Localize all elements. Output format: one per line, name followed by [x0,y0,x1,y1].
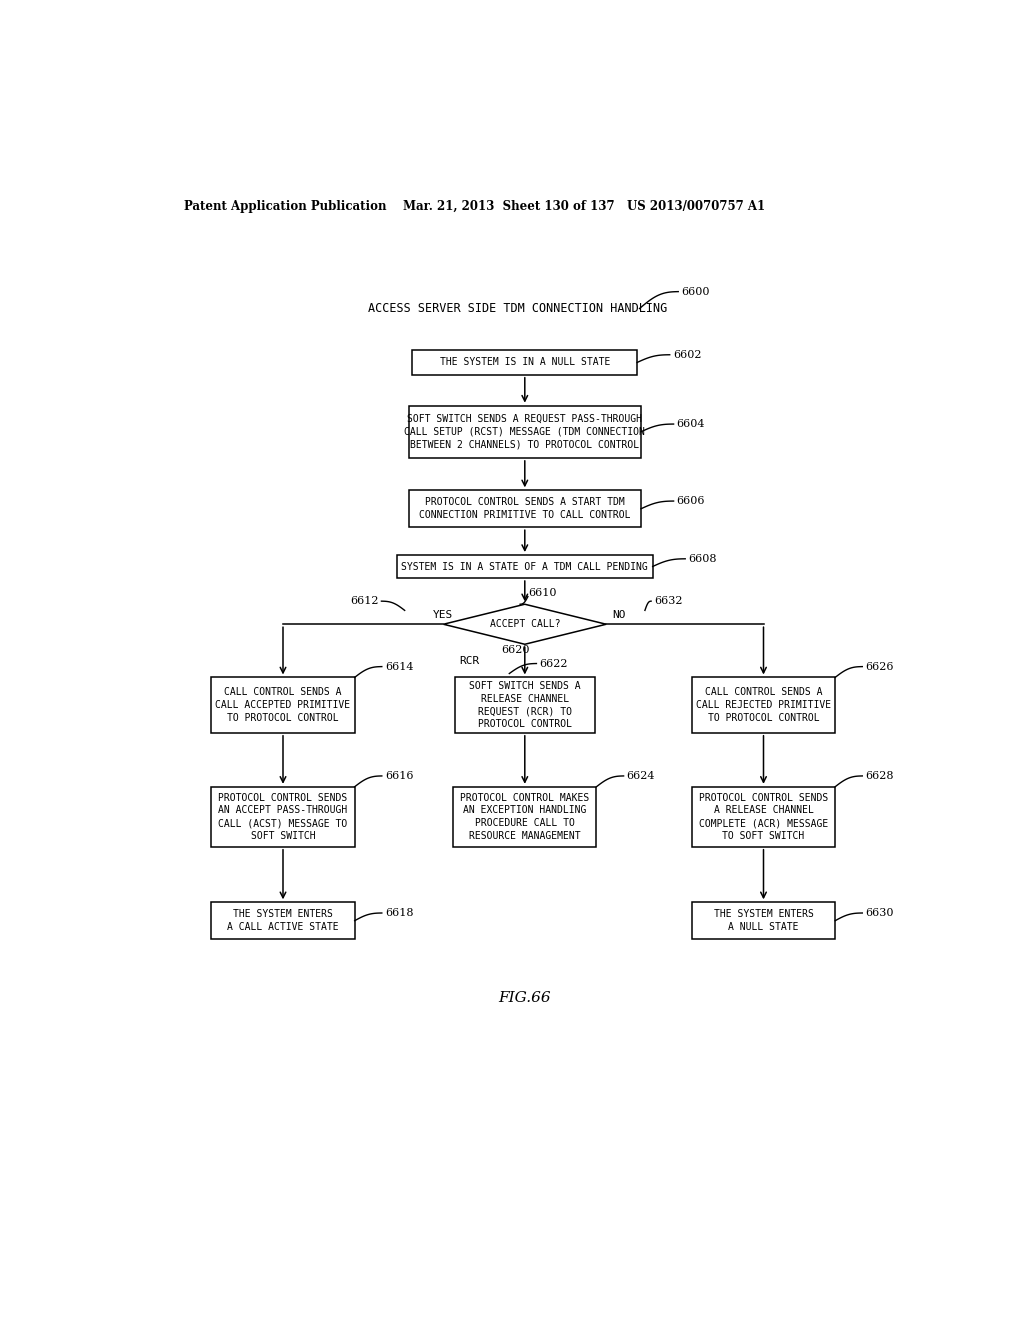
Text: 6602: 6602 [673,350,701,360]
Text: 6632: 6632 [654,597,683,606]
Text: 6630: 6630 [865,908,894,917]
Text: PROTOCOL CONTROL MAKES
AN EXCEPTION HANDLING
PROCEDURE CALL TO
RESOURCE MANAGEME: PROTOCOL CONTROL MAKES AN EXCEPTION HAND… [460,792,590,841]
Text: SOFT SWITCH SENDS A REQUEST PASS-THROUGH
CALL SETUP (RCST) MESSAGE (TDM CONNECTI: SOFT SWITCH SENDS A REQUEST PASS-THROUGH… [404,414,645,450]
Text: 6622: 6622 [540,659,568,668]
Text: 6606: 6606 [677,496,706,506]
Text: PROTOCOL CONTROL SENDS A START TDM
CONNECTION PRIMITIVE TO CALL CONTROL: PROTOCOL CONTROL SENDS A START TDM CONNE… [419,498,631,520]
Text: 6628: 6628 [865,771,894,781]
FancyBboxPatch shape [453,787,597,847]
FancyBboxPatch shape [409,490,641,527]
Text: SYSTEM IS IN A STATE OF A TDM CALL PENDING: SYSTEM IS IN A STATE OF A TDM CALL PENDI… [401,561,648,572]
Text: ACCESS SERVER SIDE TDM CONNECTION HANDLING: ACCESS SERVER SIDE TDM CONNECTION HANDLI… [369,302,668,315]
Text: THE SYSTEM ENTERS
A NULL STATE: THE SYSTEM ENTERS A NULL STATE [714,909,813,932]
FancyBboxPatch shape [409,405,641,458]
Text: 6604: 6604 [677,418,706,429]
Text: FIG.66: FIG.66 [499,991,551,1005]
FancyBboxPatch shape [692,787,836,847]
Text: 6610: 6610 [528,589,556,598]
Text: SOFT SWITCH SENDS A
RELEASE CHANNEL
REQUEST (RCR) TO
PROTOCOL CONTROL: SOFT SWITCH SENDS A RELEASE CHANNEL REQU… [469,681,581,729]
Text: 6616: 6616 [385,771,414,781]
Text: 6624: 6624 [627,771,655,781]
Text: PROTOCOL CONTROL SENDS
AN ACCEPT PASS-THROUGH
CALL (ACST) MESSAGE TO
SOFT SWITCH: PROTOCOL CONTROL SENDS AN ACCEPT PASS-TH… [218,792,347,841]
FancyBboxPatch shape [211,677,354,733]
Text: NO: NO [612,610,626,620]
Text: Patent Application Publication    Mar. 21, 2013  Sheet 130 of 137   US 2013/0070: Patent Application Publication Mar. 21, … [183,199,765,213]
FancyBboxPatch shape [455,677,595,733]
FancyBboxPatch shape [413,350,637,375]
Text: YES: YES [432,610,453,620]
Text: PROTOCOL CONTROL SENDS
A RELEASE CHANNEL
COMPLETE (ACR) MESSAGE
TO SOFT SWITCH: PROTOCOL CONTROL SENDS A RELEASE CHANNEL… [698,792,828,841]
Text: 6600: 6600 [681,286,710,297]
Text: 6618: 6618 [385,908,414,917]
Text: 6626: 6626 [865,661,894,672]
FancyBboxPatch shape [692,677,836,733]
FancyBboxPatch shape [211,787,354,847]
Text: THE SYSTEM IS IN A NULL STATE: THE SYSTEM IS IN A NULL STATE [439,358,610,367]
FancyBboxPatch shape [397,554,652,578]
FancyBboxPatch shape [211,903,354,940]
Polygon shape [443,605,606,644]
Text: ACCEPT CALL?: ACCEPT CALL? [489,619,560,630]
Text: 6614: 6614 [385,661,414,672]
Text: RCR: RCR [459,656,479,665]
Text: CALL CONTROL SENDS A
CALL ACCEPTED PRIMITIVE
TO PROTOCOL CONTROL: CALL CONTROL SENDS A CALL ACCEPTED PRIMI… [215,688,350,723]
FancyBboxPatch shape [692,903,836,940]
Text: 6620: 6620 [502,644,530,655]
Text: 6608: 6608 [688,554,717,564]
Text: 6612: 6612 [350,597,378,606]
Text: THE SYSTEM ENTERS
A CALL ACTIVE STATE: THE SYSTEM ENTERS A CALL ACTIVE STATE [227,909,339,932]
Text: CALL CONTROL SENDS A
CALL REJECTED PRIMITIVE
TO PROTOCOL CONTROL: CALL CONTROL SENDS A CALL REJECTED PRIMI… [696,688,831,723]
